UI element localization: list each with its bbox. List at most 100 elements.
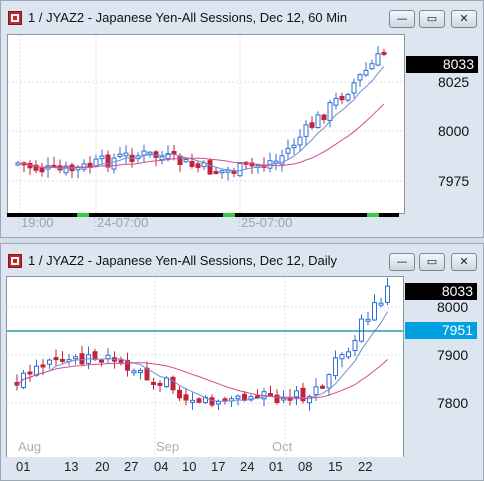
candle-body: [92, 351, 98, 360]
close-button[interactable]: ✕: [451, 10, 477, 28]
candle-body: [268, 393, 273, 397]
candle-body: [300, 387, 306, 402]
month-label: Oct: [272, 439, 293, 454]
day-label: 10: [182, 459, 197, 474]
candle-body: [294, 390, 299, 399]
moving-average-slow: [16, 359, 388, 400]
month-axis: Aug Sep Oct: [6, 437, 404, 457]
candle-body: [105, 154, 111, 168]
price-plot[interactable]: [6, 276, 404, 458]
restore-button[interactable]: ▭: [419, 253, 445, 271]
day-label: 27: [124, 459, 139, 474]
candle-body: [21, 372, 26, 389]
candle-body: [216, 400, 221, 405]
candle-body: [81, 163, 87, 170]
candle-body: [235, 395, 241, 400]
candle-body: [60, 358, 65, 362]
candle-body: [125, 359, 130, 371]
candle-body: [345, 94, 351, 101]
y-tick: 8025: [438, 74, 470, 90]
y-tick: 7900: [437, 347, 469, 363]
window-title: 1 / JYAZ2 - Japanese Yen-All Sessions, D…: [28, 10, 348, 25]
day-label: 20: [95, 459, 110, 474]
last-price-tag: 8033: [406, 56, 478, 73]
minimize-button[interactable]: —: [389, 253, 415, 271]
candle-body: [118, 359, 124, 363]
candle-body: [375, 53, 381, 66]
candle-body: [351, 82, 357, 94]
candle-body: [63, 165, 69, 174]
candle-body: [157, 382, 163, 386]
x-label: 25-07:00: [241, 215, 293, 230]
candle-body: [291, 144, 297, 149]
candle-body: [385, 285, 390, 303]
candle-body: [131, 370, 137, 374]
app-icon: [8, 254, 22, 268]
candle-body: [285, 147, 291, 154]
candle-body: [274, 394, 280, 403]
candle-body: [183, 159, 189, 163]
day-label: 04: [154, 459, 169, 474]
candle-body: [315, 114, 321, 129]
candle-body: [297, 136, 303, 146]
day-label: 22: [358, 459, 373, 474]
candle-body: [333, 357, 338, 377]
candle-body: [123, 152, 129, 157]
candle-body: [209, 397, 215, 406]
candle-body: [365, 318, 371, 322]
candle-body: [99, 359, 104, 363]
candle-body: [111, 157, 117, 170]
candle-body: [171, 151, 177, 155]
candle-body: [138, 369, 143, 374]
candle-body: [39, 167, 45, 173]
y-tick: 8000: [437, 299, 469, 315]
time-axis: 19:00 24-07:00 25-07:00: [7, 213, 405, 233]
candle-body: [313, 386, 319, 396]
x-label: 24-07:00: [97, 215, 149, 230]
candle-body: [40, 364, 46, 368]
candle-body: [303, 124, 309, 137]
candle-body: [359, 318, 364, 342]
candle-body: [99, 155, 105, 160]
moving-average-fast: [16, 311, 388, 402]
candle-body: [177, 155, 183, 166]
chart-window-60min: 1 / JYAZ2 - Japanese Yen-All Sessions, D…: [0, 0, 484, 238]
candle-body: [213, 171, 219, 175]
candle-body: [164, 377, 169, 388]
candle-body: [117, 153, 123, 158]
day-label: 08: [298, 459, 313, 474]
candle-body: [165, 153, 171, 160]
y-tick: 7975: [438, 173, 470, 189]
candle-body: [326, 374, 332, 389]
window-titlebar[interactable]: 1 / JYAZ2 - Japanese Yen-All Sessions, D…: [1, 244, 483, 278]
restore-button[interactable]: ▭: [419, 10, 445, 28]
day-label: 13: [64, 459, 79, 474]
candle-body: [151, 381, 156, 385]
app-icon: [8, 11, 22, 25]
candle-body: [309, 122, 315, 128]
candle-body: [190, 399, 195, 403]
candle-body: [237, 163, 243, 177]
month-label: Aug: [18, 439, 42, 454]
candle-body: [147, 151, 153, 155]
candle-body: [339, 354, 345, 360]
candle-body: [219, 170, 225, 174]
candle-body: [321, 114, 327, 121]
candle-body: [307, 396, 312, 404]
x-label: 19:00: [21, 215, 54, 230]
candlestick-chart: [7, 277, 403, 457]
month-label: Sep: [156, 439, 180, 454]
minimize-button[interactable]: —: [389, 10, 415, 28]
candle-body: [73, 356, 78, 360]
close-button[interactable]: ✕: [451, 253, 477, 271]
candle-body: [195, 163, 201, 168]
day-label: 24: [240, 459, 255, 474]
window-title: 1 / JYAZ2 - Japanese Yen-All Sessions, D…: [28, 253, 338, 268]
y-tick: 7800: [437, 395, 469, 411]
window-titlebar[interactable]: 1 / JYAZ2 - Japanese Yen-All Sessions, D…: [1, 1, 483, 35]
moving-average-slow: [17, 103, 385, 169]
candle-body: [381, 51, 387, 55]
candle-body: [53, 357, 59, 361]
candle-body: [183, 394, 189, 401]
price-plot[interactable]: [7, 34, 405, 214]
